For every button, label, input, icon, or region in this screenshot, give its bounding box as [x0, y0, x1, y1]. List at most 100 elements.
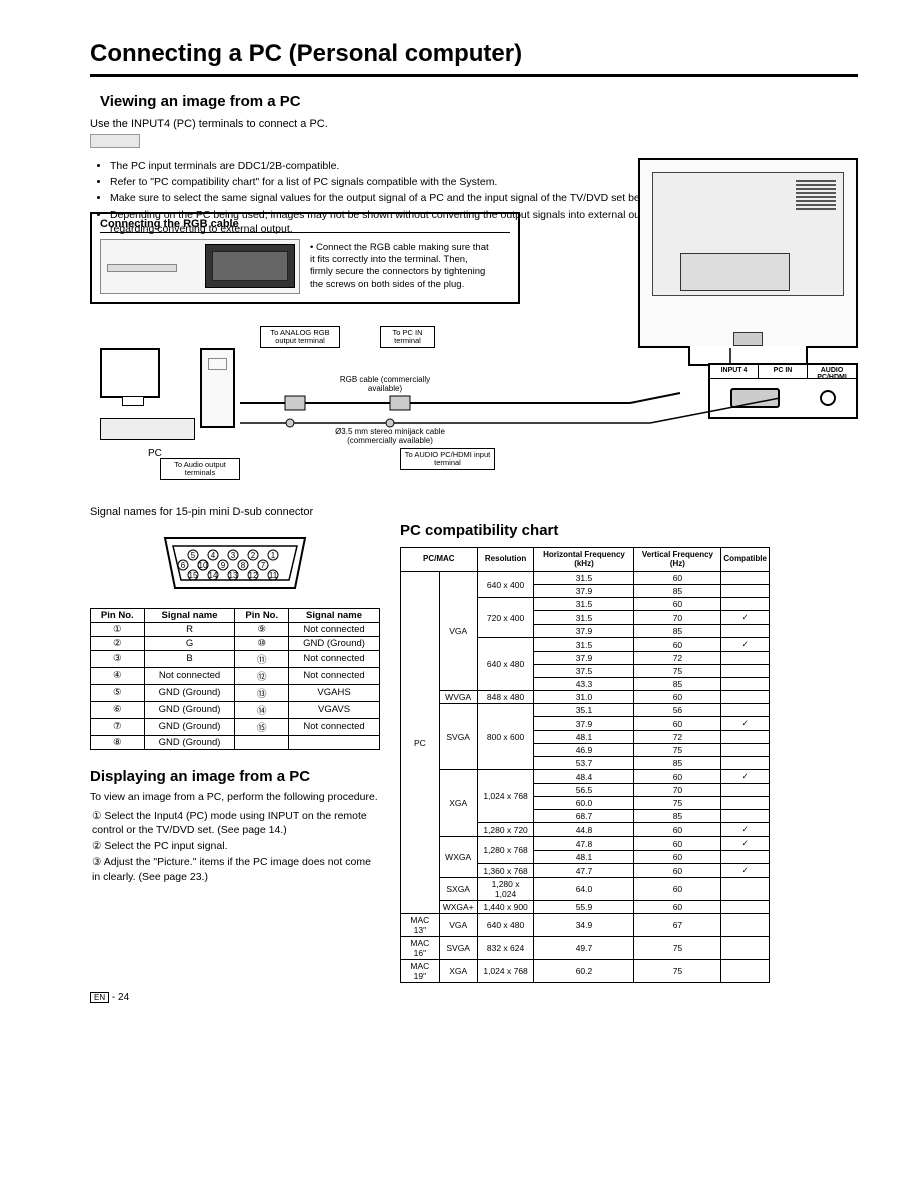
pin-cell: GND (Ground) [144, 735, 235, 749]
compat-cell: 31.5 [534, 598, 634, 611]
compat-cell: 60 [634, 598, 721, 611]
compat-cell: 60 [634, 770, 721, 784]
rgb-diagram [100, 239, 300, 294]
compat-cell: 1,280 x 1,024 [477, 878, 534, 901]
svg-text:3: 3 [231, 551, 236, 560]
compat-chart-title: PC compatibility chart [400, 522, 770, 539]
vga-port-icon [730, 388, 780, 408]
connector-caption: Signal names for 15-pin mini D-sub conne… [90, 506, 858, 518]
page-number: EN - 24 [90, 992, 129, 1003]
compat-cell: 31.5 [534, 572, 634, 585]
compat-cell [721, 757, 770, 770]
compat-cell [721, 744, 770, 757]
callout-audio-in: To AUDIO PC/HDMI input terminal [400, 448, 495, 471]
pin-cell: ⑩ [235, 636, 289, 650]
compat-cell: 37.9 [534, 625, 634, 638]
compat-cell: 53.7 [534, 757, 634, 770]
compat-cell: 31.5 [534, 611, 634, 625]
svg-text:11: 11 [269, 571, 278, 580]
compat-cell: 60 [634, 837, 721, 851]
compat-cell [721, 678, 770, 691]
intro-text: Use the INPUT4 (PC) terminals to connect… [90, 118, 858, 130]
compat-cell [721, 797, 770, 810]
wire-label-rgb: RGB cable (commercially available) [330, 376, 440, 394]
compat-cell: MAC 13" [401, 914, 440, 937]
compat-cell: 85 [634, 625, 721, 638]
panel-label: PC IN [759, 365, 808, 378]
pin-cell: GND (Ground) [144, 718, 235, 735]
compat-cell [721, 878, 770, 901]
audio-jack-icon [820, 390, 836, 406]
compat-cell: MAC 19" [401, 960, 440, 983]
pin-cell: ② [91, 636, 145, 650]
procedure-intro: To view an image from a PC, perform the … [90, 791, 380, 803]
compat-cell: 60 [634, 864, 721, 878]
compat-cell: 75 [634, 744, 721, 757]
compat-cell: ✓ [721, 638, 770, 652]
compat-cell: 60 [634, 823, 721, 837]
svg-text:8: 8 [241, 561, 246, 570]
compat-cell [721, 585, 770, 598]
compat-cell: 60.0 [534, 797, 634, 810]
page-lang: EN [90, 992, 109, 1003]
panel-label: AUDIO PC/HDMI [808, 365, 856, 378]
compat-cell [721, 704, 770, 717]
compat-cell: WXGA+ [439, 901, 477, 914]
compat-cell [721, 960, 770, 983]
pin-cell: ⑭ [235, 701, 289, 718]
compat-cell [721, 784, 770, 797]
compat-cell: 640 x 480 [477, 638, 534, 691]
pin-cell: ⑨ [235, 622, 289, 636]
compat-cell: 67 [634, 914, 721, 937]
compat-cell: 48.1 [534, 731, 634, 744]
compat-cell: 1,024 x 768 [477, 960, 534, 983]
compat-cell: MAC 16" [401, 937, 440, 960]
svg-text:13: 13 [229, 571, 238, 580]
pin-header: Signal name [144, 608, 235, 622]
compat-cell: ✓ [721, 864, 770, 878]
compat-cell: 720 x 400 [477, 598, 534, 638]
input4-panel: INPUT 4 PC IN AUDIO PC/HDMI [708, 363, 858, 419]
compat-cell: 70 [634, 611, 721, 625]
compat-cell: ✓ [721, 823, 770, 837]
pin-cell: Not connected [144, 667, 235, 684]
compat-cell: 832 x 624 [477, 937, 534, 960]
svg-text:1: 1 [271, 551, 276, 560]
keyboard-icon [100, 418, 195, 440]
compat-header: Resolution [477, 547, 534, 572]
dsub-connector-icon: 5 4 3 2 1 10 9 8 7 15 14 13 12 11 6 [145, 528, 325, 598]
compat-cell: VGA [439, 572, 477, 691]
svg-text:2: 2 [251, 551, 256, 560]
compat-cell: WVGA [439, 691, 477, 704]
compat-cell: 72 [634, 731, 721, 744]
pin-cell: Not connected [289, 718, 380, 735]
pin-cell: GND (Ground) [144, 701, 235, 718]
pin-cell: GND (Ground) [289, 636, 380, 650]
svg-text:5: 5 [191, 551, 196, 560]
compat-cell [721, 901, 770, 914]
compat-cell: ✓ [721, 611, 770, 625]
pin-header: Signal name [289, 608, 380, 622]
pin-cell: GND (Ground) [144, 684, 235, 701]
svg-text:9: 9 [221, 561, 226, 570]
compat-cell: 640 x 400 [477, 572, 534, 598]
compat-cell [721, 665, 770, 678]
compat-cell: 60 [634, 572, 721, 585]
compat-cell: 31.5 [534, 638, 634, 652]
compat-cell: SVGA [439, 704, 477, 770]
compat-cell: 35.1 [534, 704, 634, 717]
rgb-box-title: Connecting the RGB cable [100, 218, 510, 233]
compat-cell: 60 [634, 638, 721, 652]
compat-cell: 56.5 [534, 784, 634, 797]
pin-cell [289, 735, 380, 749]
compat-header: PC/MAC [401, 547, 478, 572]
rgb-cable-box: Connecting the RGB cable • Connect the R… [90, 212, 520, 304]
compat-cell: 55.9 [534, 901, 634, 914]
pc-illustration: PC [100, 348, 280, 448]
page-title: Connecting a PC (Personal computer) [90, 40, 858, 77]
svg-text:15: 15 [189, 571, 198, 580]
callout-rgb-out: To ANALOG RGB output terminal [260, 326, 340, 349]
compat-cell: 1,280 x 720 [477, 823, 534, 837]
compat-cell: SVGA [439, 937, 477, 960]
procedure-step: ① Select the Input4 (PC) mode using INPU… [92, 809, 380, 837]
